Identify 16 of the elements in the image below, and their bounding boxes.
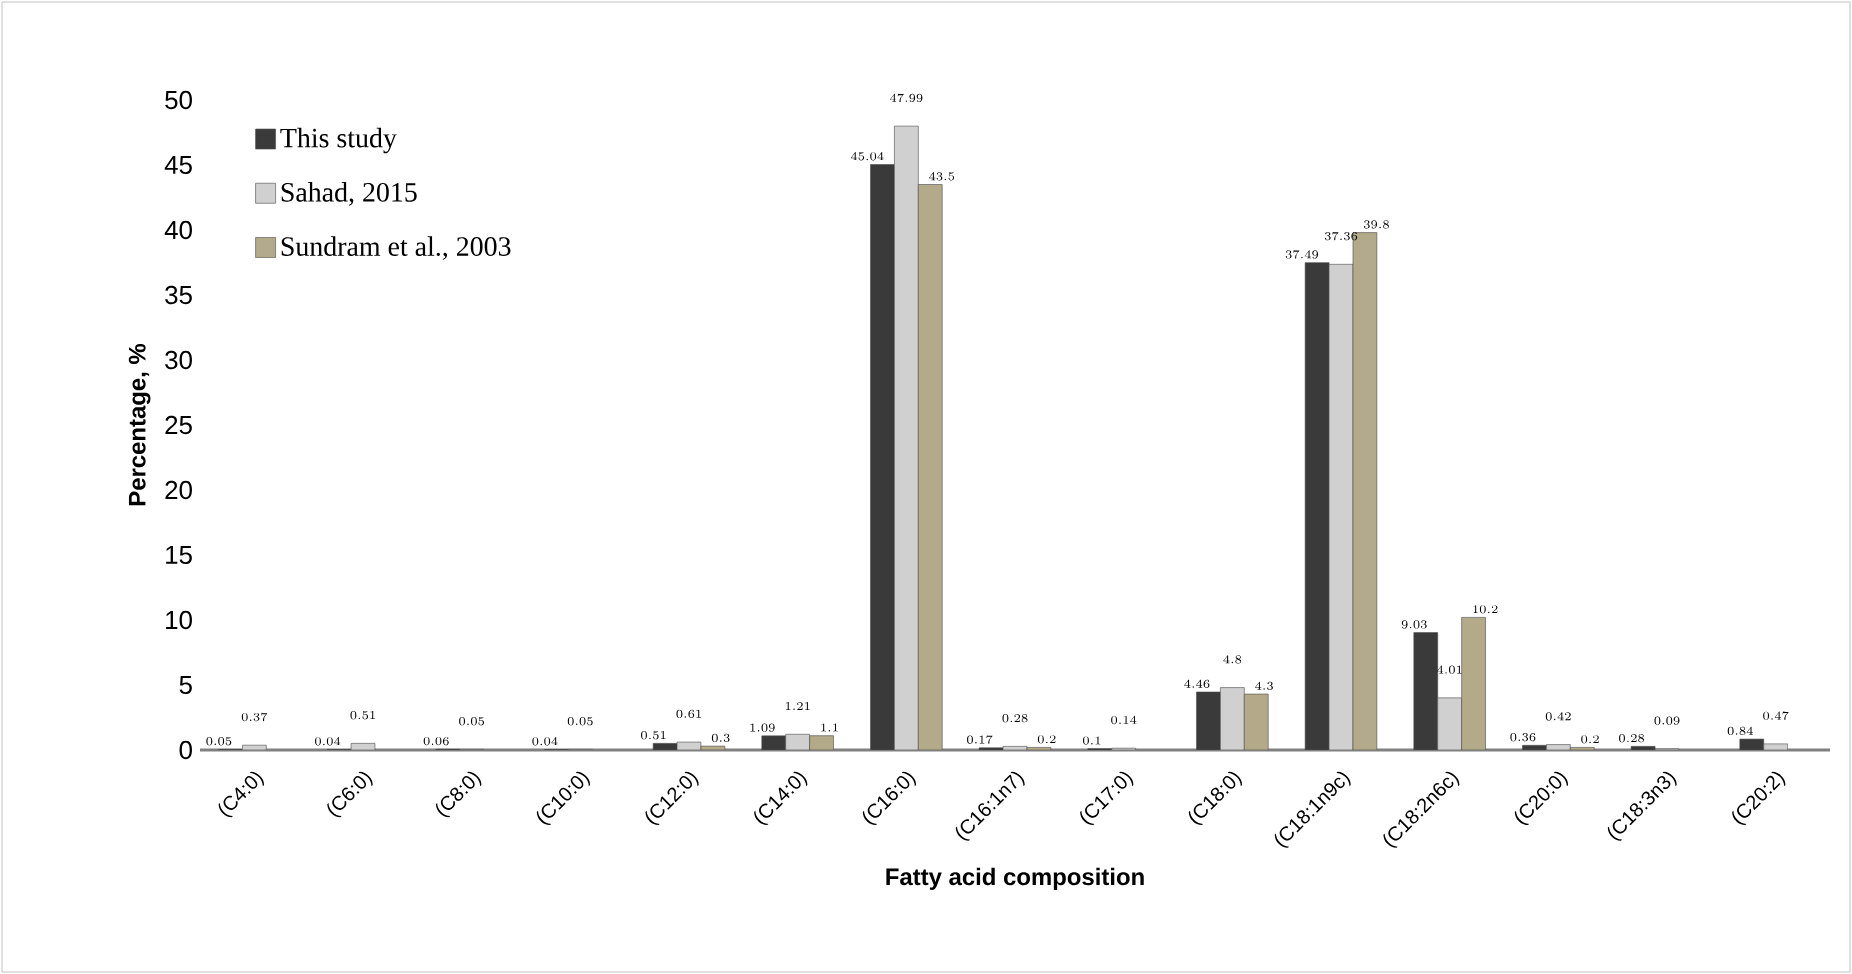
y-tick-label: 50 (165, 90, 192, 110)
legend-label: Sahad, 2015 (281, 182, 417, 206)
y-tick-label: 0 (179, 740, 192, 760)
x-axis-title: Fatty acid composition (886, 867, 1144, 891)
y-tick-label: 20 (165, 480, 192, 500)
y-tick-label: 25 (165, 415, 192, 435)
y-tick-label: 40 (164, 220, 192, 240)
legend-label: This study (280, 127, 397, 154)
y-tick-label: 15 (166, 545, 192, 565)
legend-label: Sundram et al., 2003 (281, 236, 511, 260)
y-tick-label: 5 (179, 675, 192, 695)
y-tick-label: 30 (165, 350, 192, 370)
y-tick-label: 35 (165, 285, 192, 305)
y-axis-title: Percentage, % (128, 343, 151, 506)
y-tick-label: 10 (166, 610, 192, 630)
y-tick-label: 45 (164, 155, 192, 175)
